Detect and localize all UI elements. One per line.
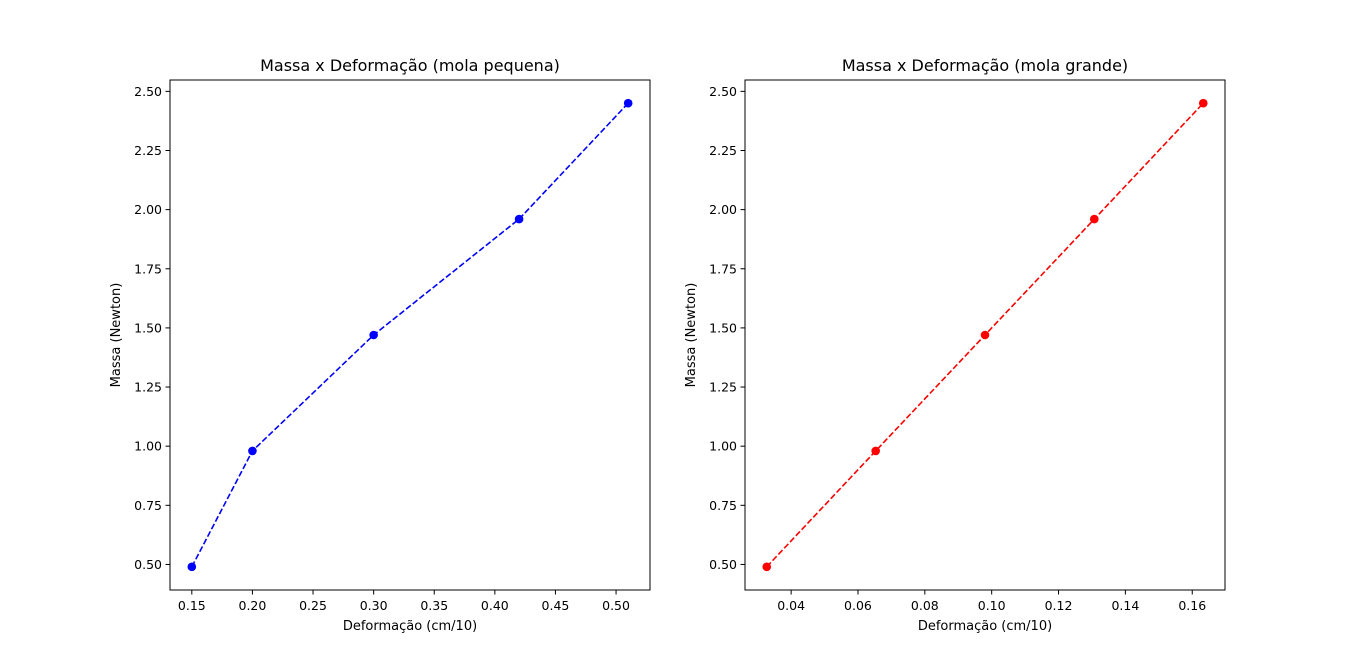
y-axis-label: Massa (Newton) bbox=[684, 283, 699, 388]
data-point bbox=[1198, 98, 1208, 108]
data-point bbox=[248, 446, 257, 456]
y-tick-label: 1.00 bbox=[134, 439, 162, 454]
y-tick-label: 1.00 bbox=[709, 439, 737, 454]
y-axis-label: Massa (Newton) bbox=[109, 283, 124, 388]
series-line bbox=[191, 102, 629, 568]
data-point bbox=[623, 98, 633, 108]
y-tick-label: 1.25 bbox=[709, 380, 737, 395]
chart-title: Massa x Deformação (mola pequena) bbox=[260, 56, 560, 75]
x-tick-label: 0.35 bbox=[420, 598, 448, 613]
data-point bbox=[187, 562, 197, 572]
y-tick-label: 2.50 bbox=[709, 84, 737, 99]
x-tick-label: 0.12 bbox=[1045, 598, 1073, 613]
data-point bbox=[762, 562, 772, 572]
x-tick-label: 0.15 bbox=[178, 598, 206, 613]
y-tick-label: 0.50 bbox=[134, 557, 162, 572]
axes-frame bbox=[169, 79, 651, 591]
x-tick-label: 0.45 bbox=[542, 598, 570, 613]
y-tick-label: 2.25 bbox=[709, 143, 737, 158]
x-tick-label: 0.20 bbox=[239, 598, 267, 613]
data-point bbox=[871, 446, 880, 456]
data-point bbox=[1090, 214, 1099, 224]
x-tick-label: 0.50 bbox=[602, 598, 630, 613]
chart-title: Massa x Deformação (mola grande) bbox=[842, 56, 1128, 75]
x-tick-label: 0.06 bbox=[844, 598, 872, 613]
data-point bbox=[369, 330, 378, 340]
y-tick-label: 2.50 bbox=[134, 84, 162, 99]
data-point bbox=[514, 214, 524, 224]
x-axis-label: Deformação (cm/10) bbox=[918, 619, 1052, 634]
axes-frame bbox=[744, 79, 1226, 591]
x-tick-label: 0.10 bbox=[978, 598, 1006, 613]
y-tick-label: 2.00 bbox=[134, 202, 162, 217]
chart-1: 0.15 0.20 0.25 0.30 0.35 0.40 0.45 0.50 0.50 0.75… bbox=[109, 56, 651, 634]
y-tick-label: 1.75 bbox=[709, 261, 737, 276]
y-tick-label: 2.00 bbox=[709, 202, 737, 217]
x-tick-label: 0.04 bbox=[777, 598, 805, 613]
y-tick-label: 0.50 bbox=[709, 557, 737, 572]
y-tick-label: 1.25 bbox=[134, 380, 162, 395]
x-tick-label: 0.40 bbox=[481, 598, 509, 613]
x-tick-label: 0.30 bbox=[360, 598, 388, 613]
x-tick-label: 0.08 bbox=[911, 598, 939, 613]
y-tick-label: 0.75 bbox=[134, 498, 162, 513]
x-axis-label: Deformação (cm/10) bbox=[343, 619, 477, 634]
data-point bbox=[980, 330, 990, 340]
x-tick-label: 0.25 bbox=[299, 598, 327, 613]
y-tick-label: 0.75 bbox=[709, 498, 737, 513]
chart-2: 0.04 0.06 0.08 0.10 0.12 0.14 0.16 0.50 0.75 1.00… bbox=[684, 56, 1226, 634]
y-tick-label: 2.25 bbox=[134, 143, 162, 158]
y-tick-label: 1.50 bbox=[709, 320, 737, 335]
x-tick-label: 0.14 bbox=[1111, 598, 1139, 613]
y-tick-label: 1.50 bbox=[134, 320, 162, 335]
x-tick-label: 0.16 bbox=[1178, 598, 1206, 613]
y-tick-label: 1.75 bbox=[134, 261, 162, 276]
